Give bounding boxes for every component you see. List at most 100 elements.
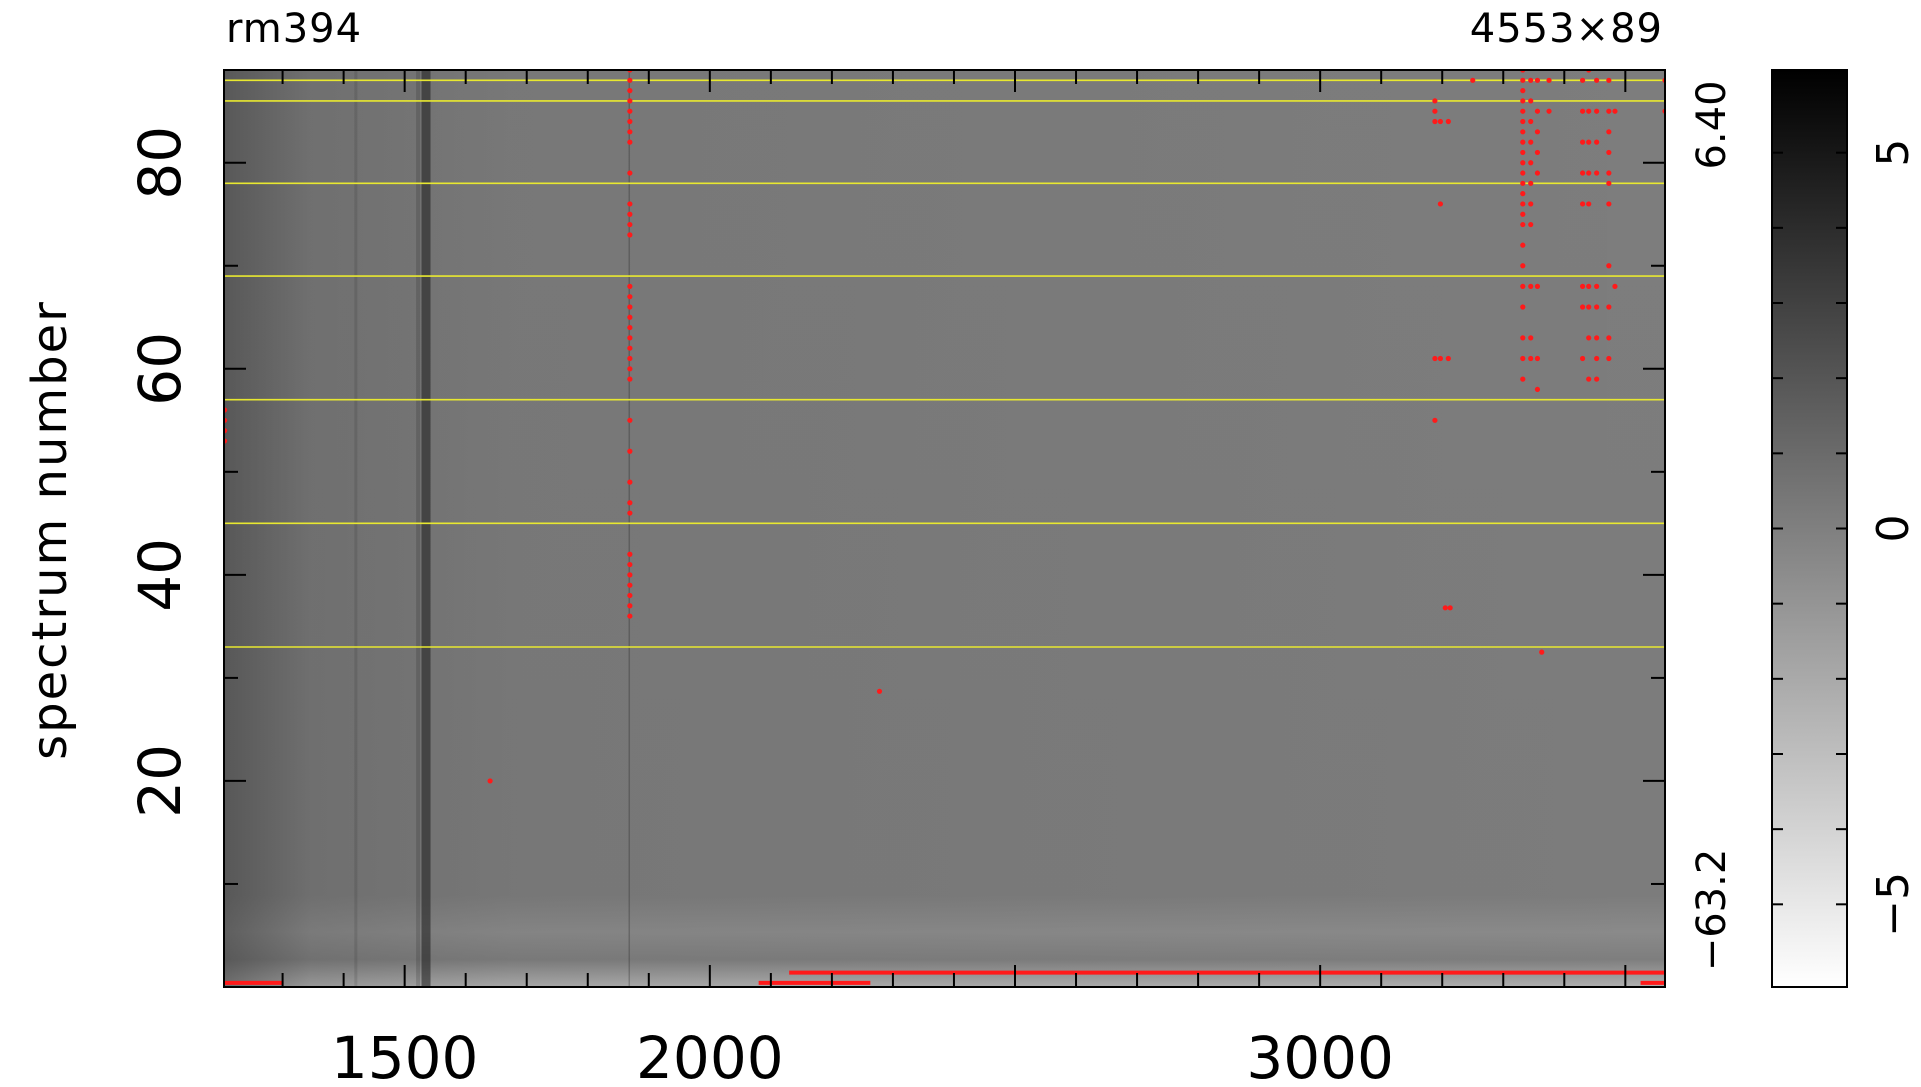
masked-point (627, 108, 633, 114)
masked-point (1520, 221, 1526, 228)
masked-point (627, 232, 633, 238)
masked-point (1606, 263, 1612, 269)
masked-point (1580, 304, 1586, 310)
masked-point (1445, 118, 1451, 125)
masked-point (1432, 417, 1438, 423)
masked-point (1437, 118, 1443, 125)
masked-point (1606, 129, 1612, 135)
masked-point (1447, 605, 1453, 611)
masked-point (1606, 149, 1612, 156)
image-dimensions: 4553×89 (1470, 6, 1663, 52)
masked-point (876, 688, 883, 694)
masked-point (1432, 108, 1438, 114)
masked-point (627, 500, 633, 506)
masked-point (1520, 263, 1526, 269)
y-axis-ticks (224, 161, 1665, 885)
masked-point (1612, 108, 1618, 114)
masked-point (1594, 376, 1600, 382)
masked-point (627, 603, 633, 609)
masked-point (1586, 335, 1592, 341)
data-max-label: 6.40 (1689, 80, 1735, 169)
masked-point (1534, 170, 1541, 176)
x-axis-tick-labels: 1500 2000 3000 (331, 1024, 1394, 1087)
y-tick-label: 20 (126, 744, 194, 818)
masked-point (627, 294, 633, 300)
object-name: rm394 (226, 6, 362, 52)
masked-point (1520, 335, 1526, 341)
masked-point (1606, 77, 1612, 83)
masked-point (627, 314, 633, 320)
masked-point (1594, 139, 1600, 145)
x-tick-label: 3000 (1246, 1024, 1394, 1083)
x-tick-label: 1500 (331, 1024, 479, 1083)
masked-point (627, 304, 633, 310)
masked-point (627, 592, 633, 599)
masked-point (1594, 170, 1600, 176)
masked-point (627, 129, 633, 135)
masked-point (1520, 304, 1526, 310)
masked-point (1432, 98, 1438, 104)
masked-point (1520, 376, 1526, 382)
masked-point (1546, 77, 1552, 83)
masked-point (1546, 108, 1552, 114)
masked-point (1520, 242, 1526, 248)
colorbar-ticks (1772, 151, 1847, 906)
masked-point (627, 77, 633, 83)
masked-point (1586, 304, 1592, 310)
masked-point (627, 417, 633, 423)
masked-point (1432, 118, 1438, 125)
masked-point (1586, 201, 1592, 207)
colorbar-tick-labels: 5 0 −5 (1868, 139, 1919, 937)
masked-point (1612, 283, 1618, 289)
dark-column (628, 70, 631, 987)
y-tick-label: 60 (126, 332, 194, 406)
masked-point (1520, 191, 1526, 197)
dark-column (421, 70, 431, 987)
y-axis-tick-labels: 20 40 60 80 (126, 126, 194, 818)
left-edge-shading (224, 70, 1665, 987)
masked-point (627, 510, 633, 516)
masked-point (1437, 355, 1443, 362)
masked-point (627, 582, 633, 588)
colorbar-tick-label: 5 (1868, 139, 1919, 167)
masked-point (627, 221, 633, 228)
masked-point (627, 211, 633, 217)
dark-column (354, 70, 358, 987)
x-axis-ticks (281, 70, 1627, 987)
masked-point (627, 572, 633, 578)
masked-point (487, 778, 493, 784)
masked-point (627, 551, 633, 557)
masked-point (1528, 118, 1534, 125)
masked-point (1520, 149, 1526, 156)
masked-point (1520, 118, 1526, 125)
masked-point (627, 335, 633, 341)
masked-point (1534, 149, 1541, 156)
x-tick-label: 2000 (636, 1024, 784, 1083)
masked-point (1520, 108, 1526, 114)
masked-point (1528, 335, 1534, 341)
masked-point (1580, 201, 1586, 207)
masked-point (1520, 211, 1526, 217)
masked-point (1528, 221, 1534, 228)
masked-point (627, 345, 633, 351)
masked-point (1586, 170, 1592, 176)
masked-point (627, 98, 633, 104)
colorbar-tick-label: 0 (1868, 515, 1919, 543)
masked-point (1586, 283, 1592, 289)
masked-point (1534, 129, 1541, 135)
masked-point (1432, 355, 1438, 362)
masked-point (627, 283, 633, 289)
masked-point (627, 376, 633, 382)
masked-point (1528, 283, 1534, 289)
y-tick-label: 80 (126, 126, 194, 200)
masked-point (1520, 180, 1526, 186)
colorbar-tick-label: −5 (1868, 872, 1919, 937)
masked-point (627, 170, 633, 176)
masked-point (1520, 355, 1526, 362)
masked-point (627, 139, 633, 145)
plot-frame (223, 69, 1666, 988)
dark-column-group (354, 70, 631, 987)
masked-point (1586, 376, 1592, 382)
